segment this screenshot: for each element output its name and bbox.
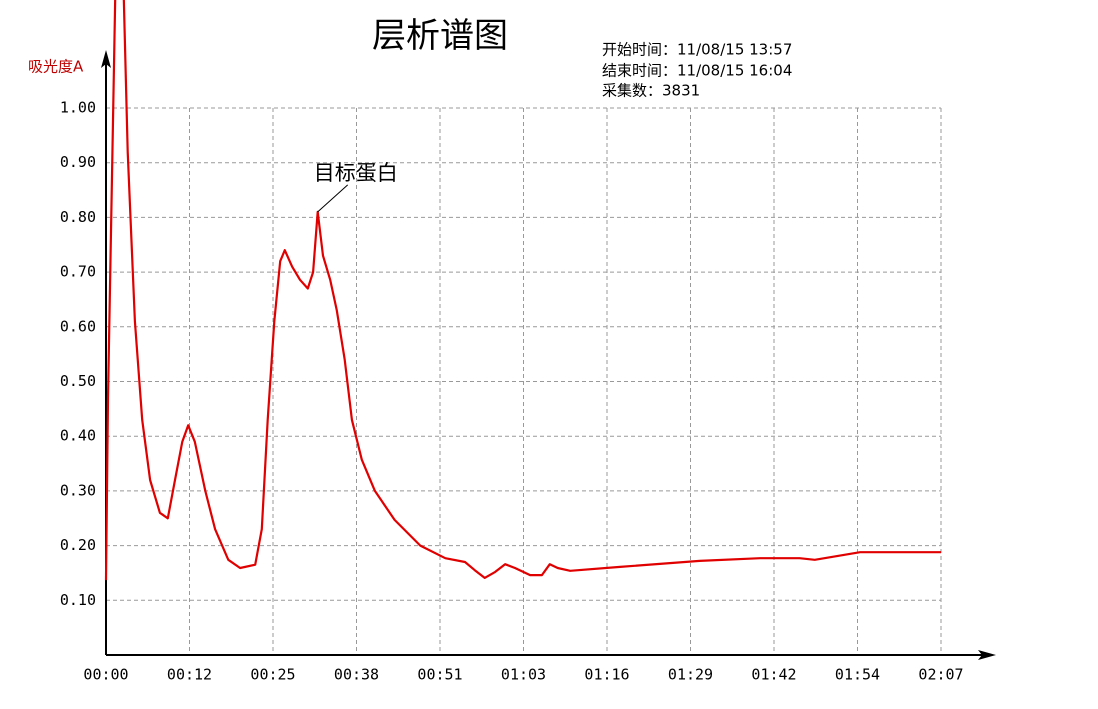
x-tick-label: 00:12 [167,666,212,684]
x-tick-label: 01:29 [668,666,713,684]
x-tick-label: 00:38 [334,666,379,684]
x-tick-label: 01:42 [751,666,796,684]
y-tick-label: 0.70 [60,263,96,281]
x-tick-label: 01:54 [835,666,880,684]
y-tick-label: 0.60 [60,317,96,335]
y-tick-label: 0.20 [60,536,96,554]
annotation-leader [317,184,349,213]
x-axis-arrow [978,650,996,660]
y-tick-label: 0.50 [60,372,96,390]
x-tick-label: 00:00 [83,666,128,684]
x-tick-label: 00:51 [417,666,462,684]
y-tick-label: 0.10 [60,591,96,609]
info-text: 结束时间：11/08/15 16:04 [602,62,792,80]
y-tick-label: 0.80 [60,208,96,226]
chart-title: 层析谱图 [372,16,508,56]
y-tick-label: 0.90 [60,153,96,171]
y-axis-arrow [101,50,111,68]
y-axis-label: 吸光度A [28,58,84,76]
info-text: 开始时间：11/08/15 13:57 [602,41,792,59]
y-tick-label: 0.40 [60,427,96,445]
x-tick-label: 01:16 [584,666,629,684]
info-text: 采集数：3831 [602,82,700,100]
x-tick-label: 00:25 [250,666,295,684]
x-tick-label: 02:07 [918,666,963,684]
y-tick-label: 0.30 [60,481,96,499]
x-tick-label: 01:03 [501,666,546,684]
y-tick-label: 1.00 [60,99,96,117]
annotation: 目标蛋白 [314,161,398,185]
